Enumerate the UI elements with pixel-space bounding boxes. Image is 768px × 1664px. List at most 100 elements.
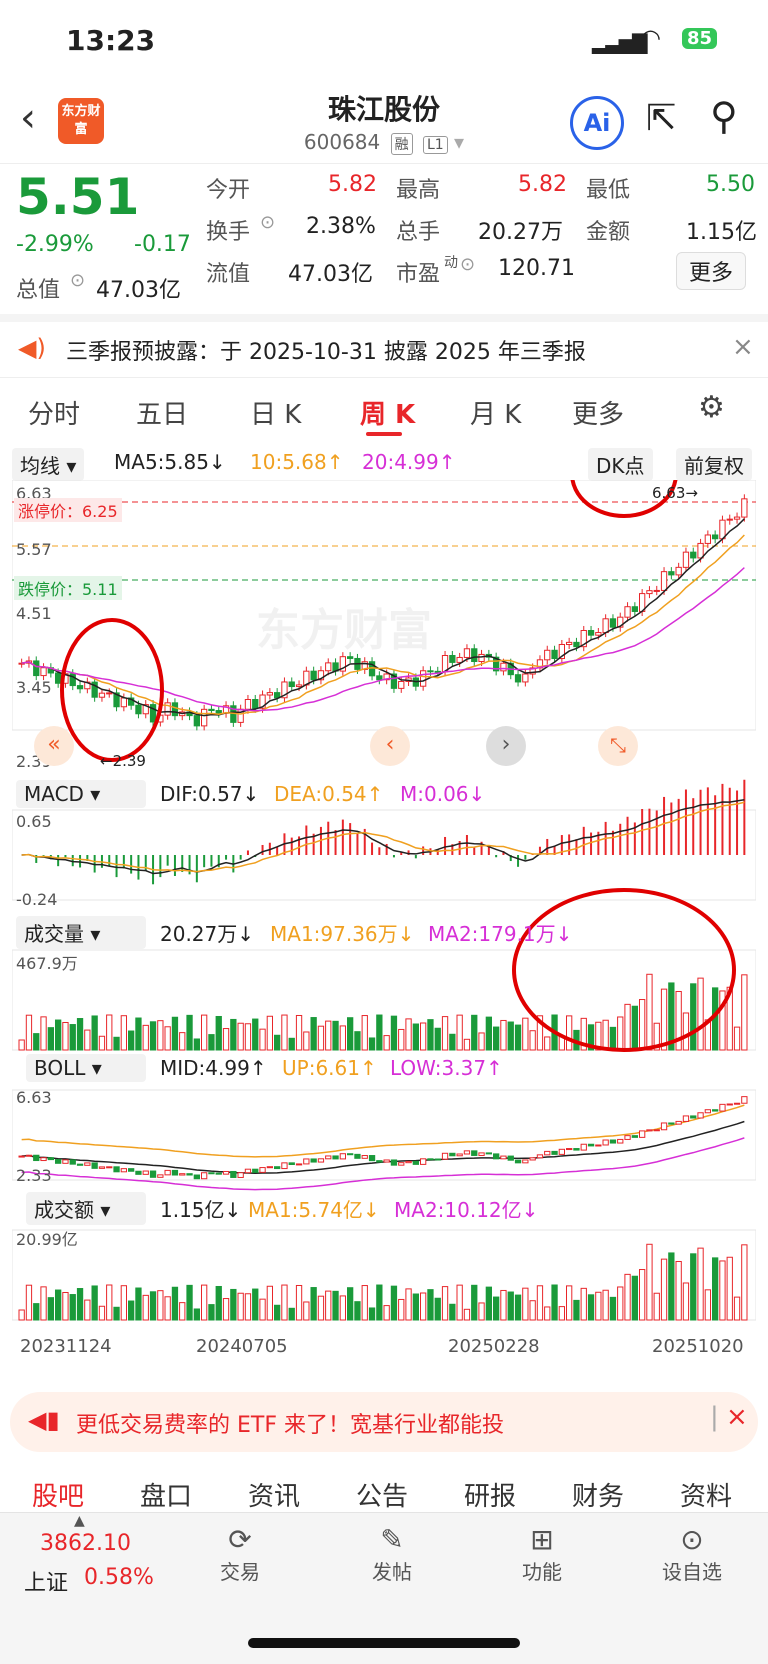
candle-body bbox=[317, 670, 325, 681]
volume-bar bbox=[310, 1017, 317, 1051]
candle-body bbox=[259, 694, 266, 709]
volume-bar bbox=[682, 1012, 690, 1051]
close-icon[interactable]: × bbox=[726, 1402, 748, 1432]
volume-bar bbox=[522, 1017, 529, 1051]
amount-bar bbox=[398, 1298, 405, 1321]
tab-financials[interactable]: 财务 bbox=[572, 1482, 625, 1512]
boll-candle bbox=[522, 1159, 529, 1164]
pe-sup: 动 bbox=[444, 255, 458, 271]
boll-candle bbox=[733, 1102, 741, 1105]
boll-candle bbox=[712, 1109, 719, 1112]
info-icon[interactable]: ⊙ bbox=[260, 212, 276, 233]
share-icon[interactable]: ⇱ bbox=[646, 98, 677, 139]
boll-up: UP:6.61↑ bbox=[282, 1056, 377, 1080]
status-bar: 13:23 ▂▃▅▇ ◠ 85 bbox=[0, 0, 768, 80]
volume-bar bbox=[84, 1029, 91, 1051]
candle-body bbox=[646, 590, 653, 595]
candle-body bbox=[128, 697, 135, 706]
notice-bar[interactable]: ◀) 三季报预披露：于 2025-10-31 披露 2025 年三季报 × bbox=[0, 314, 768, 378]
boll-candle bbox=[120, 1168, 127, 1173]
amount-bar bbox=[171, 1286, 179, 1321]
tab-announcements[interactable]: 公告 bbox=[356, 1482, 409, 1512]
chevron-down-icon[interactable]: ▾ bbox=[454, 130, 465, 154]
close-icon[interactable]: × bbox=[732, 332, 754, 362]
search-icon[interactable]: ⚲ bbox=[710, 94, 738, 138]
date-label-2: 20240705 bbox=[196, 1336, 288, 1357]
volume-bar bbox=[55, 1019, 62, 1051]
candle-body bbox=[573, 641, 580, 648]
amount-bar bbox=[303, 1301, 310, 1321]
dk-point-button[interactable]: DK点 bbox=[588, 448, 653, 481]
boll-candle bbox=[149, 1170, 157, 1178]
boll-axis-bottom: 2.33 bbox=[16, 1166, 52, 1185]
more-button[interactable]: 更多 bbox=[676, 252, 747, 290]
amount-bar bbox=[609, 1296, 617, 1321]
volume-bar bbox=[33, 1033, 40, 1051]
volume-value: 20.27万↓ bbox=[160, 922, 255, 946]
date-label-1: 20231124 bbox=[20, 1336, 112, 1357]
tab-research[interactable]: 研报 bbox=[464, 1482, 517, 1512]
indicator-select-volume[interactable]: 成交量 ▾ bbox=[16, 916, 146, 949]
tab-five-day[interactable]: 五日 bbox=[136, 400, 189, 430]
back-icon[interactable]: ‹ bbox=[20, 95, 36, 141]
indicator-select-macd[interactable]: MACD ▾ bbox=[16, 780, 146, 808]
scroll-left-icon[interactable]: ‹ bbox=[370, 726, 410, 766]
tab-weekly-k[interactable]: 周 K bbox=[360, 400, 416, 430]
boll-candle bbox=[244, 1168, 252, 1174]
content-tabs: 股吧 盘口 资讯 公告 研报 财务 资料 bbox=[0, 1472, 768, 1512]
volume-bar bbox=[208, 1034, 215, 1051]
scroll-left-fast-icon[interactable]: « bbox=[34, 726, 74, 766]
info-icon[interactable]: ⊙ bbox=[460, 254, 476, 275]
tab-monthly-k[interactable]: 月 K bbox=[470, 400, 522, 430]
tab-more[interactable]: 更多 bbox=[572, 400, 625, 430]
amount-bar bbox=[478, 1302, 485, 1321]
candle-body bbox=[682, 551, 690, 568]
post-button[interactable]: ✎ 发帖 bbox=[332, 1523, 452, 1585]
ma10-value: 10:5.68↑ bbox=[250, 450, 344, 474]
functions-button[interactable]: ⊞ 功能 bbox=[482, 1523, 602, 1585]
caret-up-icon: ▲ bbox=[74, 1513, 85, 1529]
volume-bar bbox=[295, 1014, 303, 1051]
float-mcap-label: 流值 bbox=[206, 262, 251, 287]
amount-bar bbox=[47, 1297, 55, 1321]
amount-bar bbox=[558, 1306, 566, 1321]
tab-news[interactable]: 资讯 bbox=[248, 1482, 301, 1512]
expand-icon[interactable]: ⤡ bbox=[598, 726, 638, 766]
candle-body bbox=[500, 662, 507, 672]
boll-candle bbox=[62, 1159, 69, 1164]
chart-panel[interactable] bbox=[12, 480, 756, 1420]
tab-orderbook[interactable]: 盘口 bbox=[140, 1482, 193, 1512]
adjust-button[interactable]: 前复权 bbox=[676, 448, 752, 481]
volume-bar bbox=[347, 1017, 354, 1051]
low-value: 5.50 bbox=[706, 172, 755, 197]
etf-banner[interactable]: ◀▮ 更低交易费率的 ETF 来了！宽基行业都能投 | × bbox=[10, 1392, 758, 1452]
volume-bar bbox=[639, 999, 646, 1051]
candle-body bbox=[55, 672, 62, 684]
amount-bar bbox=[463, 1308, 471, 1321]
indicator-select-ma[interactable]: 均线 ▾ bbox=[12, 448, 85, 481]
info-icon[interactable]: ⊙ bbox=[70, 270, 86, 291]
gear-icon[interactable]: ⚙ bbox=[698, 390, 725, 425]
indicator-select-boll[interactable]: BOLL ▾ bbox=[26, 1054, 146, 1082]
price-axis-2: 5.57 bbox=[16, 540, 52, 559]
tab-guba[interactable]: 股吧 bbox=[32, 1482, 85, 1512]
tab-profile[interactable]: 资料 bbox=[680, 1482, 733, 1512]
indicator-select-amount[interactable]: 成交额 ▾ bbox=[26, 1192, 146, 1225]
boll-candle bbox=[157, 1174, 164, 1178]
tab-intraday[interactable]: 分时 bbox=[28, 400, 81, 430]
volume-bar bbox=[281, 1014, 288, 1051]
volume-bar bbox=[252, 1018, 259, 1051]
tab-daily-k[interactable]: 日 K bbox=[250, 400, 302, 430]
scroll-right-icon[interactable]: › bbox=[486, 726, 526, 766]
amount-bar bbox=[281, 1284, 288, 1321]
volume-bar bbox=[69, 1024, 76, 1051]
level-tag: L1 bbox=[422, 136, 448, 154]
trade-button[interactable]: ⟳ 交易 bbox=[180, 1523, 300, 1585]
boll-candle bbox=[412, 1160, 420, 1165]
candle-body bbox=[281, 681, 288, 699]
active-tab-underline bbox=[366, 432, 402, 436]
ai-button[interactable]: Ai bbox=[570, 96, 624, 150]
add-watchlist-button[interactable]: ⊙ 设自选 bbox=[632, 1523, 752, 1585]
volume-bar bbox=[149, 1021, 157, 1051]
amount-bar bbox=[18, 1309, 25, 1321]
